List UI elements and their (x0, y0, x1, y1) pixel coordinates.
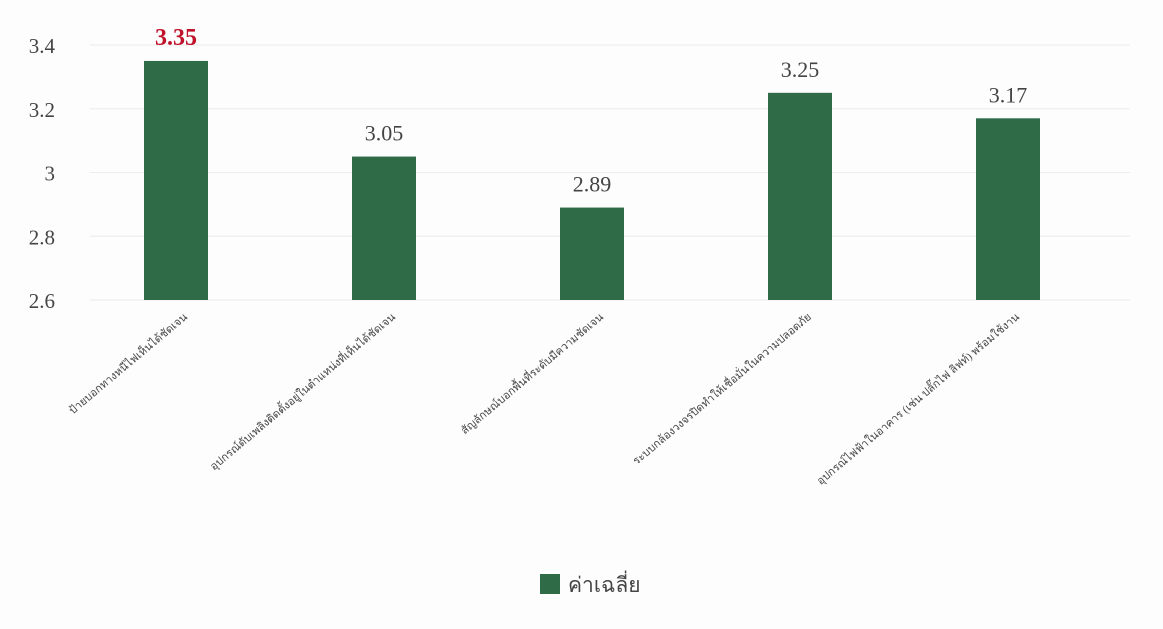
value-label: 3.05 (365, 121, 404, 146)
value-labels: 3.35 3.05 2.89 3.25 3.17 (155, 25, 1027, 197)
y-tick-label: 3 (45, 162, 56, 186)
gridlines (90, 44, 1130, 301)
x-tick-label: สัญลักษณ์บอกพื้นที่ระดับมีความชัดเจน (457, 309, 606, 438)
x-tick-label: ระบบกล้องวงจรปิดทำให้เชื่อมั่นในความปลอด… (629, 309, 814, 468)
value-label: 3.17 (989, 82, 1028, 107)
legend-label: ค่าเฉลี่ย (568, 570, 641, 597)
value-label: 3.35 (155, 25, 197, 51)
x-tick-label: ป้ายบอกทางหนีไฟเห็นได้ชัดเจน (66, 309, 190, 417)
bar (976, 118, 1040, 300)
bar (768, 92, 832, 300)
y-tick-label: 2.8 (29, 225, 55, 249)
bars (144, 60, 1040, 300)
y-tick-label: 2.6 (29, 289, 55, 313)
value-label: 2.89 (573, 172, 612, 197)
value-label: 3.25 (781, 57, 820, 82)
legend: ค่าเฉลี่ย (540, 570, 641, 597)
x-tick-label: อุปกรณ์ไฟฟ้าในอาคาร (เช่น ปลั๊กไฟ ลิฟท์)… (813, 309, 1022, 488)
y-tick-label: 3.4 (29, 34, 56, 58)
x-axis: ป้ายบอกทางหนีไฟเห็นได้ชัดเจน อุปกรณ์ดับเพ… (66, 309, 1022, 488)
bar (352, 156, 416, 300)
y-tick-label: 3.2 (29, 98, 55, 122)
y-axis: 2.6 2.8 3 3.2 3.4 (29, 34, 56, 313)
x-tick-label: อุปกรณ์ดับเพลิงติดตั้งอยู่ในตำแหน่งที่เห… (206, 309, 398, 474)
bar (560, 207, 624, 300)
bar (144, 60, 208, 300)
legend-swatch (540, 574, 560, 594)
